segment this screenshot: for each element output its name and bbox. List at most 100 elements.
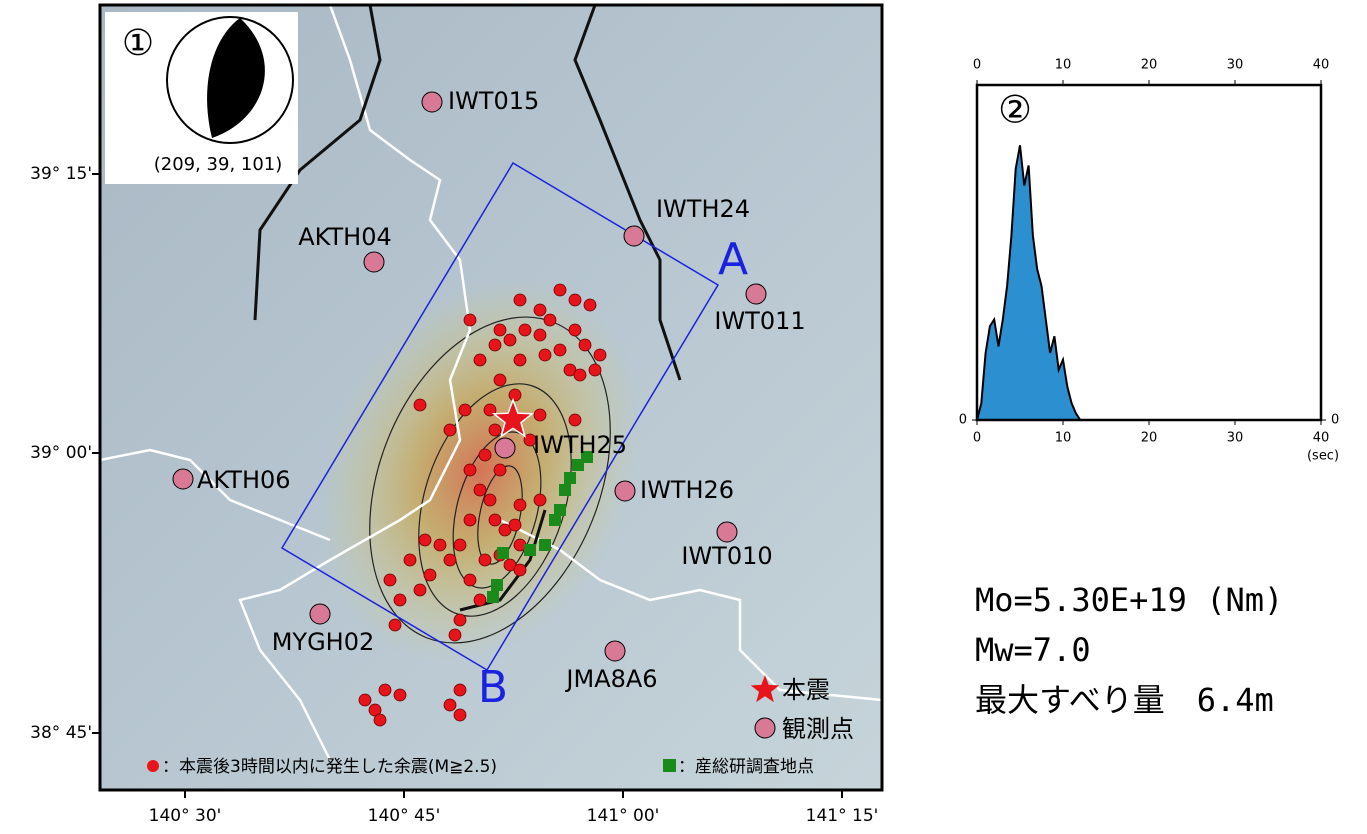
- legend-label: 本震: [782, 676, 830, 704]
- aftershock: [359, 694, 371, 706]
- survey-site: [491, 579, 503, 591]
- survey-site: [524, 544, 536, 556]
- aftershock: [574, 369, 586, 381]
- aftershock: [479, 554, 491, 566]
- fault-label: B: [478, 662, 508, 713]
- aftershock: [454, 709, 466, 721]
- aftershock: [389, 619, 401, 631]
- summary-line: 最大すべり量 6.4m: [975, 681, 1274, 719]
- aftershock: [554, 284, 566, 296]
- aftershock: [474, 354, 486, 366]
- legend-label: 観測点: [782, 715, 854, 743]
- survey-site: [549, 514, 561, 526]
- aftershock: [434, 539, 446, 551]
- aftershock: [379, 684, 391, 696]
- aftershock: [514, 294, 526, 306]
- x-tick-label-top: 10: [1055, 58, 1072, 73]
- aftershock: [569, 414, 581, 426]
- x-tick-label-top: 40: [1313, 58, 1330, 73]
- aftershock: [474, 594, 486, 606]
- x-tick-label-top: 30: [1227, 58, 1244, 73]
- aftershock: [534, 409, 546, 421]
- station: [310, 604, 330, 624]
- aftershock: [444, 699, 456, 711]
- aftershock: [539, 349, 551, 361]
- aftershock: [569, 324, 581, 336]
- aftershock: [414, 399, 426, 411]
- x-tick-label-top: 20: [1141, 58, 1158, 73]
- station: [364, 252, 384, 272]
- figure: ① (209, 39, 101) A B 本震 観測点 ：本震後3時間以内に発生…: [0, 0, 1367, 830]
- aftershock: [534, 494, 546, 506]
- x-tick-label: 40: [1313, 431, 1330, 446]
- station-label: IWT010: [681, 542, 772, 570]
- aftershock: [454, 684, 466, 696]
- aftershock: [509, 519, 521, 531]
- survey-site: [539, 539, 551, 551]
- aftershock: [504, 334, 516, 346]
- aftershock: [494, 324, 506, 336]
- aftershock: [394, 689, 406, 701]
- legend-station: [755, 718, 775, 738]
- survey-site: [497, 547, 509, 559]
- aftershock: [579, 339, 591, 351]
- legend-label: ：産総研調査地点: [678, 757, 814, 777]
- legend-label: ：本震後3時間以内に発生した余震(M≧2.5): [162, 757, 497, 777]
- aftershock: [464, 464, 476, 476]
- aftershock: [494, 464, 506, 476]
- aftershock: [414, 584, 426, 596]
- aftershock: [424, 569, 436, 581]
- legend-survey: [663, 759, 676, 772]
- station-label: IWT011: [714, 307, 805, 335]
- y-tick-label: 0: [959, 413, 967, 428]
- aftershock: [464, 314, 476, 326]
- y-tick-label-right: 0: [1331, 413, 1339, 428]
- aftershock: [519, 324, 531, 336]
- lon-tick-label: 141° 00': [587, 806, 660, 826]
- station-label: AKTH06: [197, 466, 291, 494]
- aftershock: [494, 374, 506, 386]
- area: [977, 145, 1080, 420]
- x-tick-label: 10: [1055, 431, 1072, 446]
- station: [615, 481, 635, 501]
- aftershock: [474, 484, 486, 496]
- aftershock: [484, 494, 496, 506]
- summary-line: Mo=5.30E+19 (Nm): [975, 581, 1283, 619]
- station: [173, 469, 193, 489]
- aftershock: [544, 314, 556, 326]
- lon-tick-label: 141° 15': [806, 806, 879, 826]
- aftershock: [489, 424, 501, 436]
- aftershock: [569, 294, 581, 306]
- aftershock: [534, 304, 546, 316]
- panel-label: ②: [998, 88, 1032, 132]
- station: [717, 522, 737, 542]
- station-label: IWTH26: [640, 476, 734, 504]
- station: [605, 641, 625, 661]
- aftershock: [444, 424, 456, 436]
- aftershock: [594, 349, 606, 361]
- lat-tick-label: 39° 15': [30, 164, 92, 184]
- survey-site: [559, 484, 571, 496]
- station-label: AKTH04: [298, 223, 392, 251]
- aftershock: [589, 364, 601, 376]
- x-unit: (sec): [1307, 449, 1339, 464]
- x-tick-label-top: 0: [973, 58, 981, 73]
- aftershock: [464, 514, 476, 526]
- station-label: JMA8A6: [564, 665, 657, 693]
- aftershock: [454, 614, 466, 626]
- x-tick-label: 30: [1227, 431, 1244, 446]
- station: [422, 92, 442, 112]
- aftershock: [384, 574, 396, 586]
- aftershock: [479, 449, 491, 461]
- survey-site: [487, 591, 499, 603]
- aftershock: [444, 554, 456, 566]
- lat-tick-label: 39° 00': [30, 443, 92, 463]
- legend-aftershock: [147, 760, 159, 772]
- summary-line: Mw=7.0: [975, 631, 1091, 669]
- aftershock: [534, 329, 546, 341]
- station-label: IWTH24: [656, 195, 750, 223]
- aftershock: [374, 714, 386, 726]
- aftershock: [459, 404, 471, 416]
- station-label: MYGH02: [272, 628, 375, 656]
- aftershock: [554, 344, 566, 356]
